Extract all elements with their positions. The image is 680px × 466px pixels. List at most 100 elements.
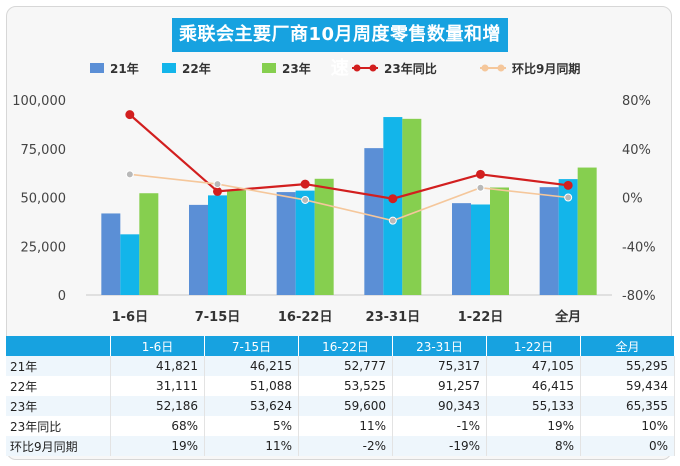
table-cell: 65,355 — [580, 396, 675, 416]
bar-23年-23-31日 — [402, 118, 422, 295]
y-right-tick-label: 40% — [622, 143, 651, 158]
table-cell: 90,343 — [392, 396, 487, 416]
x-tick-label: 16-22日 — [278, 310, 333, 325]
table-row: 23年 52,186 53,624 59,600 90,343 55,133 65,355 — [6, 396, 675, 416]
bar-21年-16-22日 — [276, 192, 296, 295]
bar-23年-1-6日 — [139, 193, 159, 295]
table-row-label: 21年 — [6, 356, 111, 376]
table-cell: 5% — [204, 416, 299, 436]
data-table: 1-6日 7-15日 16-22日 23-31日 1-22日 全月 21年 41,821 46… — [6, 336, 675, 456]
bar-23年-1-22日 — [490, 187, 509, 295]
point-23年同比-1-6日 — [125, 110, 135, 120]
bar-21年-23-31日 — [364, 148, 384, 295]
table-row-label: 23年同比 — [6, 416, 111, 436]
bar-22年-16-22日 — [295, 190, 315, 295]
point-23年同比-1-22日 — [476, 169, 485, 179]
table-cell: 55,295 — [580, 356, 675, 376]
bar-22年-全月 — [558, 179, 578, 295]
table-column-header: 1-22日 — [486, 336, 581, 356]
y-right-tick-label: 80% — [622, 94, 651, 109]
table-body: 21年 41,821 46,215 52,777 75,317 47,105 55,295 2… — [6, 356, 675, 456]
table-column-header: 16-22日 — [298, 336, 393, 356]
point-环比9月同期-1-22日 — [476, 183, 485, 192]
combo-chart: 0 25,000 50,000 75,000 100,000 -80% -40% 0% 40% 8… — [12, 61, 656, 325]
bar-22年-1-22日 — [471, 204, 490, 295]
bar-21年-全月 — [539, 187, 559, 295]
table-cell: 53,525 — [298, 376, 393, 396]
bar-21年-1-6日 — [101, 213, 121, 295]
bar-22年-1-6日 — [120, 234, 140, 295]
table-row: 环比9月同期 19% 11% -2% -19% 8% 0% — [6, 436, 675, 456]
point-环比9月同期-7-15日 — [213, 180, 222, 189]
bar-21年-7-15日 — [189, 204, 208, 295]
point-环比9月同期-23-31日 — [388, 216, 397, 225]
table-row-label: 22年 — [6, 376, 111, 396]
bar-21年-1-22日 — [452, 203, 471, 295]
table-cell: 52,186 — [110, 396, 205, 416]
table-corner-cell — [6, 336, 111, 356]
y-right-tick-label: -80% — [622, 289, 656, 304]
table-cell: 11% — [204, 436, 299, 456]
line-23年同比 — [129, 113, 569, 200]
table-cell: 75,317 — [392, 356, 487, 376]
table-cell: 19% — [110, 436, 205, 456]
table-cell: 11% — [298, 416, 393, 436]
table-cell: 59,434 — [580, 376, 675, 396]
table-cell: -19% — [392, 436, 487, 456]
table-row-label: 23年 — [6, 396, 111, 416]
table-cell: 91,257 — [392, 376, 487, 396]
point-环比9月同期-16-22日 — [301, 195, 310, 204]
bar-23年-7-15日 — [227, 190, 246, 295]
y-right-tick-label: 0% — [622, 192, 643, 207]
table-cell: 46,415 — [486, 376, 581, 396]
legend-label-21年: 21年 — [110, 61, 139, 76]
chart-title: 乘联会主要厂商10月周度零售数量和增速 — [172, 18, 508, 79]
y-left-tick-label: 75,000 — [21, 143, 67, 158]
table-column-header: 7-15日 — [204, 336, 299, 356]
table-header-row: 1-6日 7-15日 16-22日 23-31日 1-22日 全月 — [6, 336, 675, 356]
table-cell: 10% — [580, 416, 675, 436]
point-23年同比-全月 — [563, 180, 573, 190]
table-column-header: 全月 — [580, 336, 675, 356]
x-tick-label: 23-31日 — [366, 310, 421, 325]
table-row-label: 环比9月同期 — [6, 436, 111, 456]
legend-label-环比9月同期: 环比9月同期 — [512, 61, 580, 76]
table-cell: -1% — [392, 416, 487, 436]
legend-swatch-22年 — [162, 63, 176, 73]
x-tick-label: 1-22日 — [458, 310, 504, 325]
y-right-tick-label: -40% — [622, 240, 656, 255]
table-cell: -2% — [298, 436, 393, 456]
y-left-tick-label: 0 — [58, 289, 66, 304]
point-23年同比-23-31日 — [388, 194, 398, 204]
bar-22年-7-15日 — [208, 195, 227, 295]
table-cell: 0% — [580, 436, 675, 456]
bar-23年-16-22日 — [314, 178, 334, 295]
table-cell: 46,215 — [204, 356, 299, 376]
legend-marker-23年同比 — [369, 64, 377, 72]
table-cell: 55,133 — [486, 396, 581, 416]
legend-marker-23年同比 — [353, 64, 361, 72]
table-cell: 31,111 — [110, 376, 205, 396]
table-cell: 47,105 — [486, 356, 581, 376]
point-23年同比-16-22日 — [300, 179, 310, 189]
table-row: 22年 31,111 51,088 53,525 91,257 46,415 59,434 — [6, 376, 675, 396]
legend-label-23年: 23年 — [282, 61, 311, 76]
y-left-tick-label: 50,000 — [21, 192, 67, 207]
table-cell: 59,600 — [298, 396, 393, 416]
table-cell: 41,821 — [110, 356, 205, 376]
legend-marker-环比9月同期 — [497, 64, 505, 72]
table-row: 23年同比 68% 5% 11% -1% 19% 10% — [6, 416, 675, 436]
line-环比9月同期 — [129, 173, 569, 222]
point-23年同比-7-15日 — [213, 186, 222, 196]
x-tick-label: 7-15日 — [195, 310, 241, 325]
table-cell: 8% — [486, 436, 581, 456]
table-row: 21年 41,821 46,215 52,777 75,317 47,105 55,295 — [6, 356, 675, 376]
point-环比9月同期-全月 — [564, 193, 573, 202]
x-tick-label: 1-6日 — [112, 310, 149, 325]
legend-marker-环比9月同期 — [481, 64, 489, 72]
bar-23年-全月 — [577, 167, 597, 295]
table-column-header: 23-31日 — [392, 336, 487, 356]
legend-swatch-21年 — [90, 63, 104, 73]
legend-label-22年: 22年 — [182, 61, 211, 76]
table-cell: 51,088 — [204, 376, 299, 396]
